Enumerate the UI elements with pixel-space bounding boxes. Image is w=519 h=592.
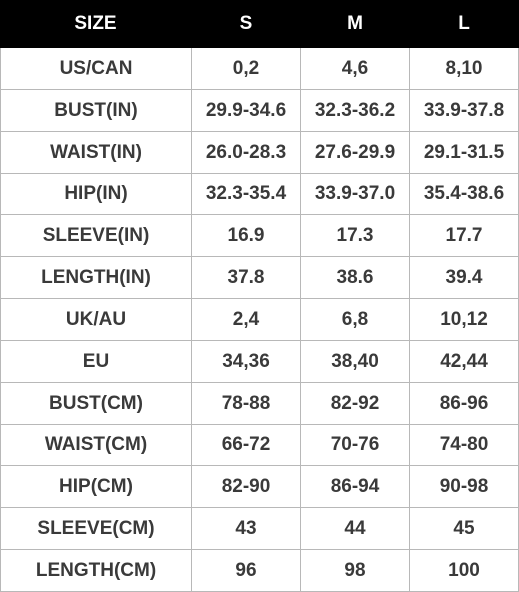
header-cell: S xyxy=(192,0,301,48)
size-value: 38.6 xyxy=(301,257,410,299)
row-label: WAIST(IN) xyxy=(0,132,192,174)
row-label: SLEEVE(CM) xyxy=(0,508,192,550)
size-value: 33.9-37.0 xyxy=(301,174,410,215)
header-cell: M xyxy=(301,0,410,48)
size-value: 8,10 xyxy=(410,48,519,90)
row-label: US/CAN xyxy=(0,48,192,90)
size-value: 70-76 xyxy=(301,425,410,466)
size-value: 27.6-29.9 xyxy=(301,132,410,174)
row-label: LENGTH(CM) xyxy=(0,550,192,592)
row-label: UK/AU xyxy=(0,299,192,341)
row-label: EU xyxy=(0,341,192,383)
size-value: 74-80 xyxy=(410,425,519,466)
row-label: HIP(CM) xyxy=(0,466,192,508)
size-value: 6,8 xyxy=(301,299,410,341)
size-value: 16.9 xyxy=(192,215,301,257)
row-label: HIP(IN) xyxy=(0,174,192,215)
size-value: 38,40 xyxy=(301,341,410,383)
size-value: 29.1-31.5 xyxy=(410,132,519,174)
size-value: 39.4 xyxy=(410,257,519,299)
size-value: 66-72 xyxy=(192,425,301,466)
size-value: 0,2 xyxy=(192,48,301,90)
row-label: SLEEVE(IN) xyxy=(0,215,192,257)
size-value: 26.0-28.3 xyxy=(192,132,301,174)
size-value: 2,4 xyxy=(192,299,301,341)
size-value: 32.3-35.4 xyxy=(192,174,301,215)
size-value: 33.9-37.8 xyxy=(410,90,519,132)
size-value: 86-96 xyxy=(410,383,519,425)
size-value: 86-94 xyxy=(301,466,410,508)
header-cell: L xyxy=(410,0,519,48)
size-value: 82-92 xyxy=(301,383,410,425)
size-value: 90-98 xyxy=(410,466,519,508)
row-label: LENGTH(IN) xyxy=(0,257,192,299)
size-value: 82-90 xyxy=(192,466,301,508)
size-value: 4,6 xyxy=(301,48,410,90)
size-value: 42,44 xyxy=(410,341,519,383)
size-value: 45 xyxy=(410,508,519,550)
size-value: 29.9-34.6 xyxy=(192,90,301,132)
size-value: 96 xyxy=(192,550,301,592)
size-value: 32.3-36.2 xyxy=(301,90,410,132)
size-value: 34,36 xyxy=(192,341,301,383)
size-value: 17.7 xyxy=(410,215,519,257)
row-label: BUST(IN) xyxy=(0,90,192,132)
row-label: BUST(CM) xyxy=(0,383,192,425)
size-value: 44 xyxy=(301,508,410,550)
header-cell: SIZE xyxy=(0,0,192,48)
row-label: WAIST(CM) xyxy=(0,425,192,466)
size-value: 98 xyxy=(301,550,410,592)
size-value: 43 xyxy=(192,508,301,550)
size-value: 17.3 xyxy=(301,215,410,257)
size-value: 35.4-38.6 xyxy=(410,174,519,215)
size-value: 78-88 xyxy=(192,383,301,425)
size-value: 100 xyxy=(410,550,519,592)
size-value: 37.8 xyxy=(192,257,301,299)
size-value: 10,12 xyxy=(410,299,519,341)
